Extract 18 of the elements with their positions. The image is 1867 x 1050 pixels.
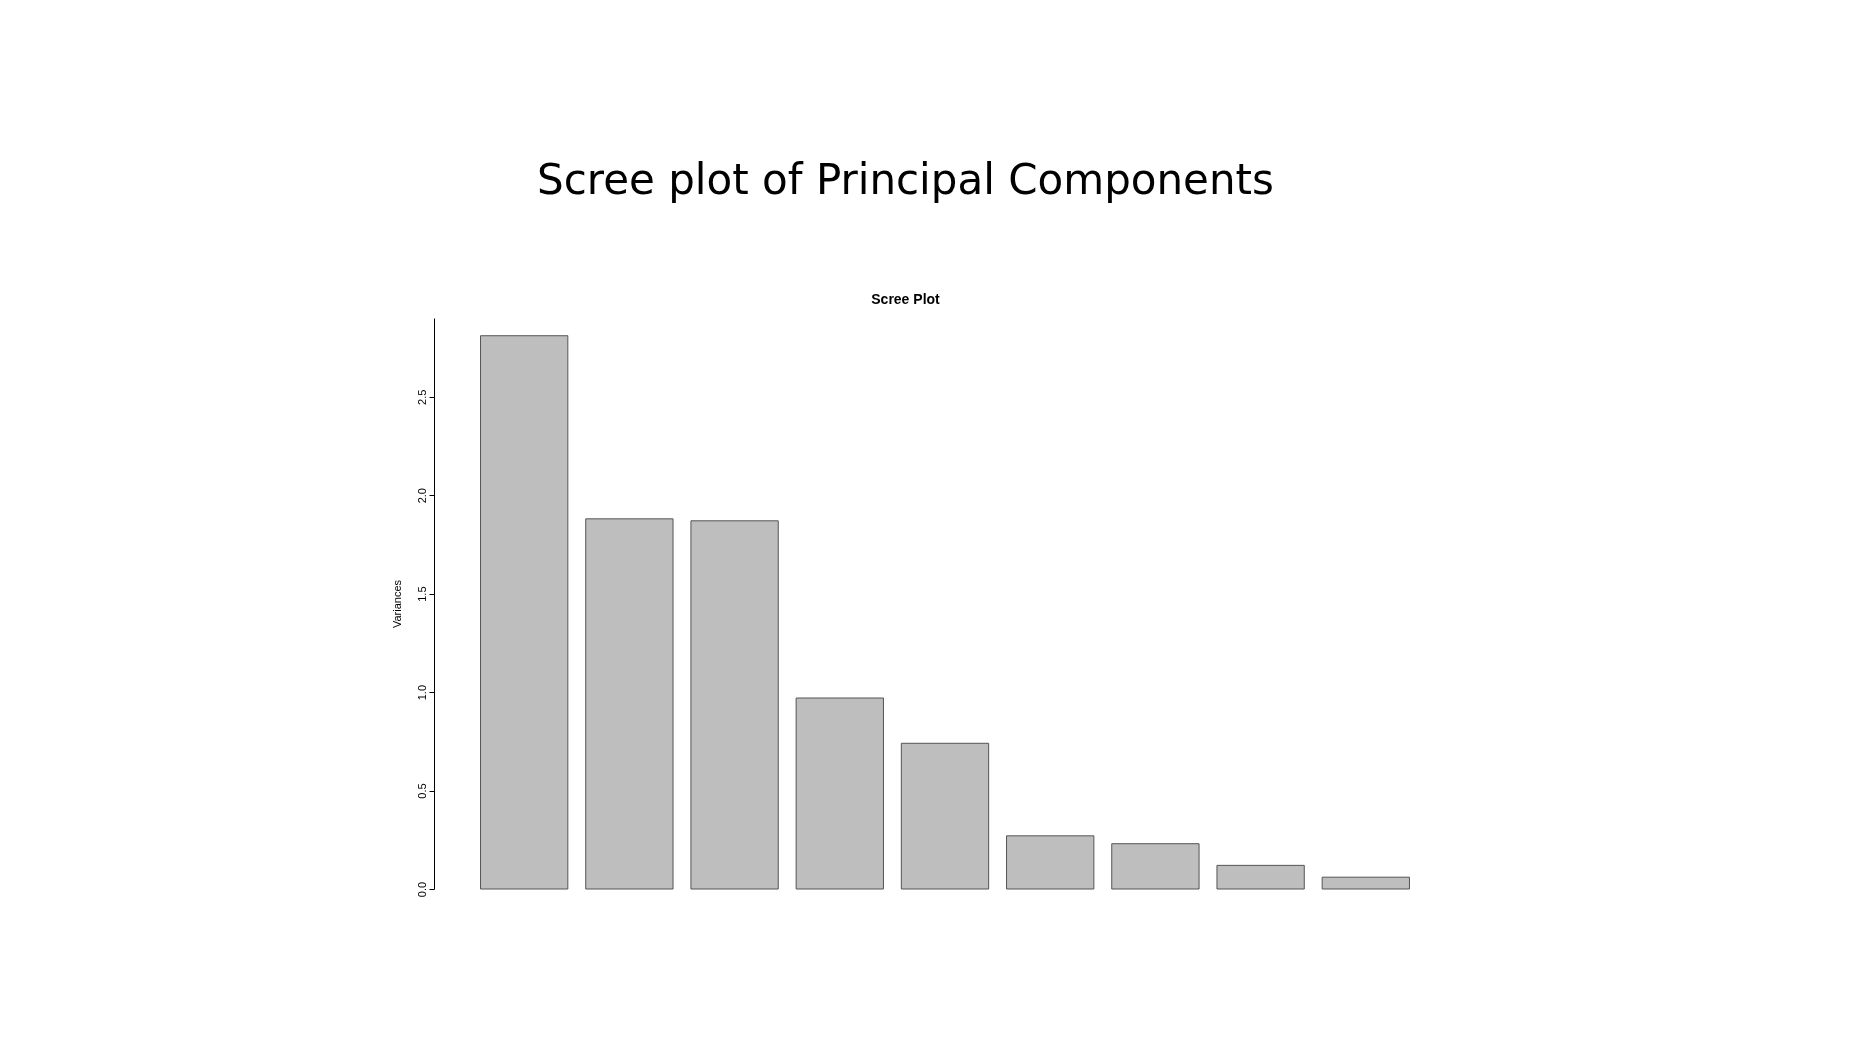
bar bbox=[480, 335, 569, 890]
y-tick-label: 1.0 bbox=[415, 684, 428, 701]
bar bbox=[1216, 864, 1305, 890]
y-axis-title: Variances bbox=[390, 579, 403, 629]
bar bbox=[1006, 835, 1095, 890]
y-tick-label: 0.5 bbox=[415, 783, 428, 799]
bar bbox=[900, 742, 990, 890]
y-tick-label: 1.5 bbox=[415, 586, 428, 602]
bar bbox=[1321, 876, 1410, 890]
bar bbox=[585, 518, 674, 890]
y-tick-label: 0.0 bbox=[415, 881, 428, 898]
bar bbox=[795, 697, 884, 890]
y-tick-label: 2.5 bbox=[415, 389, 428, 405]
y-tick-label: 2.0 bbox=[415, 488, 428, 504]
chart-subtitle: Scree Plot bbox=[871, 291, 941, 307]
bar bbox=[1111, 843, 1200, 890]
bar bbox=[690, 520, 779, 890]
chart-title: Scree plot of Principal Components bbox=[537, 155, 1274, 204]
